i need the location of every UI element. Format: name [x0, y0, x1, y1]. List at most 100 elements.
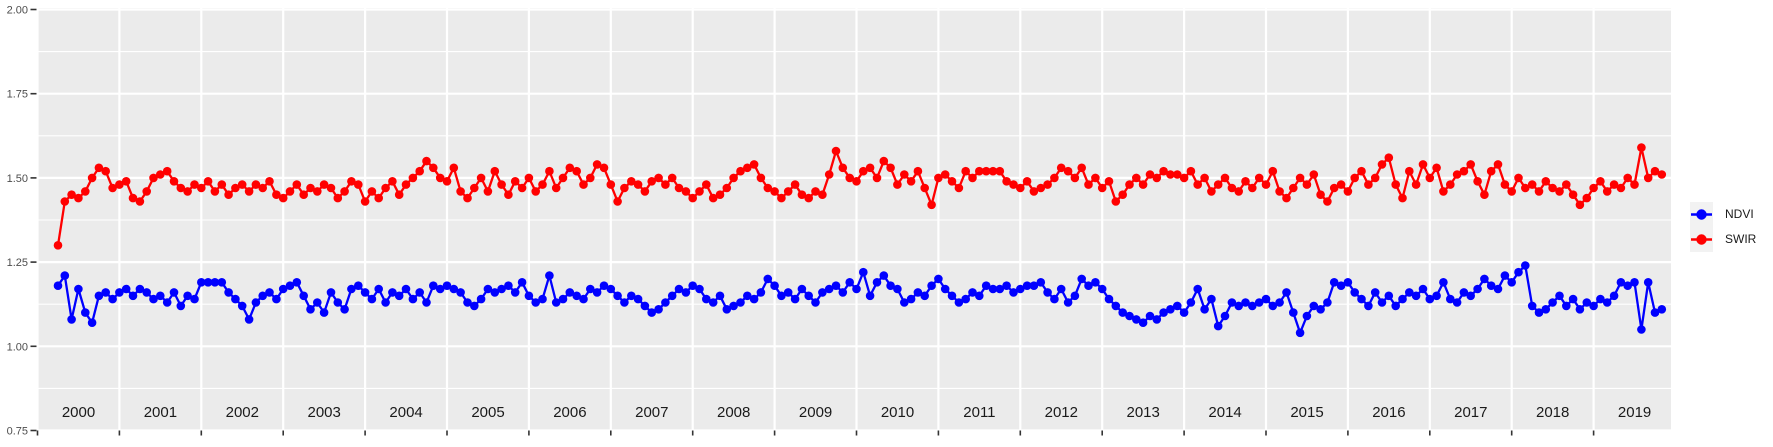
ndvi-point	[1398, 294, 1407, 304]
swir-point	[1486, 166, 1496, 176]
x-year-label: 2002	[226, 404, 259, 421]
swir-point	[715, 190, 725, 199]
swir-point	[169, 177, 179, 186]
y-tick-label: 0.75	[7, 426, 28, 438]
ndvi-point	[1036, 278, 1046, 287]
ndvi-point	[1391, 301, 1400, 311]
swir-point	[906, 177, 916, 186]
swir-point	[1022, 177, 1032, 186]
swir-point	[490, 166, 500, 176]
swir-point	[565, 163, 575, 173]
swir-point	[811, 187, 820, 196]
swir-point	[900, 170, 909, 179]
ndvi-point	[1016, 284, 1025, 294]
ndvi-point	[599, 281, 609, 291]
swir-point	[702, 180, 711, 189]
swir-point	[1391, 180, 1400, 189]
ndvi-point	[1213, 321, 1223, 331]
ndvi-point	[749, 294, 759, 304]
x-year-label: 2001	[144, 404, 177, 421]
ndvi-point	[388, 288, 397, 297]
ndvi-point	[1261, 294, 1271, 304]
swir-point	[1152, 173, 1162, 183]
ndvi-point	[1452, 298, 1462, 307]
ndvi-point	[435, 284, 445, 294]
swir-point	[60, 197, 70, 206]
swir-point	[579, 180, 588, 189]
swir-point	[654, 173, 663, 183]
swir-point	[121, 177, 131, 186]
legend-label-ndvi: NDVI	[1725, 207, 1754, 221]
swir-point	[1582, 193, 1592, 203]
swir-point	[1084, 180, 1093, 189]
swir-point	[142, 187, 151, 196]
swir-point	[1602, 187, 1612, 196]
swir-point	[947, 177, 957, 186]
swir-point	[1166, 170, 1175, 179]
ndvi-point	[1446, 294, 1455, 304]
swir-point	[504, 190, 513, 199]
ndvi-point	[1145, 311, 1155, 321]
swir-point	[313, 187, 322, 196]
ndvi-point	[1309, 301, 1319, 311]
swir-point	[647, 177, 656, 186]
swir-point	[422, 156, 431, 166]
swir-point	[285, 187, 295, 196]
swir-point	[1091, 173, 1100, 183]
swir-point	[1459, 166, 1469, 176]
swir-point	[729, 173, 738, 183]
swir-point	[442, 177, 452, 186]
swir-point	[1507, 187, 1516, 196]
swir-point	[1186, 166, 1196, 176]
ndvi-point	[845, 278, 854, 287]
ndvi-point	[1548, 298, 1557, 307]
swir-point	[1316, 190, 1325, 199]
ndvi-point	[1534, 308, 1544, 317]
ndvi-point	[1500, 271, 1510, 280]
swir-point	[852, 177, 861, 186]
ndvi-point	[278, 284, 288, 294]
ndvi-point	[1050, 294, 1059, 304]
swir-point	[695, 187, 704, 196]
ndvi-point	[1650, 308, 1660, 317]
swir-point	[1254, 173, 1264, 183]
ndvi-point	[1568, 294, 1578, 304]
swir-point	[456, 187, 465, 196]
swir-point	[1411, 180, 1421, 189]
x-year-label: 2010	[881, 404, 914, 421]
ndvi-point	[1166, 305, 1175, 314]
swir-point	[258, 183, 268, 193]
swir-point	[934, 173, 943, 183]
swir-point	[674, 183, 684, 193]
ndvi-point	[169, 288, 179, 297]
x-year-label: 2014	[1208, 404, 1241, 421]
ndvi-point	[510, 288, 520, 297]
ndvi-point	[94, 291, 104, 301]
ndvi-point	[1425, 294, 1435, 304]
swir-point	[661, 180, 670, 189]
swir-point	[74, 193, 83, 203]
swir-point	[388, 177, 397, 186]
swir-point	[1193, 180, 1202, 189]
ndvi-key-point	[1696, 209, 1707, 220]
swir-point	[1370, 173, 1380, 183]
ndvi-point	[1022, 281, 1032, 291]
ndvi-point	[558, 294, 568, 304]
swir-point	[251, 180, 261, 189]
ndvi-point	[947, 291, 957, 301]
swir-point	[1220, 173, 1230, 183]
swir-point	[572, 166, 581, 176]
swir-point	[1200, 173, 1209, 183]
ndvi-point	[1418, 284, 1428, 294]
swir-point	[1145, 170, 1155, 179]
ndvi-point	[681, 288, 691, 297]
swir-point	[736, 166, 745, 176]
ndvi-point	[531, 298, 540, 307]
ndvi-point	[1138, 318, 1148, 328]
x-year-label: 2015	[1290, 404, 1323, 421]
legend: NDVI SWIR	[1690, 202, 1756, 252]
ndvi-point	[633, 294, 643, 304]
swir-point	[763, 183, 773, 193]
ndvi-point	[770, 281, 779, 291]
ndvi-point	[538, 294, 547, 304]
